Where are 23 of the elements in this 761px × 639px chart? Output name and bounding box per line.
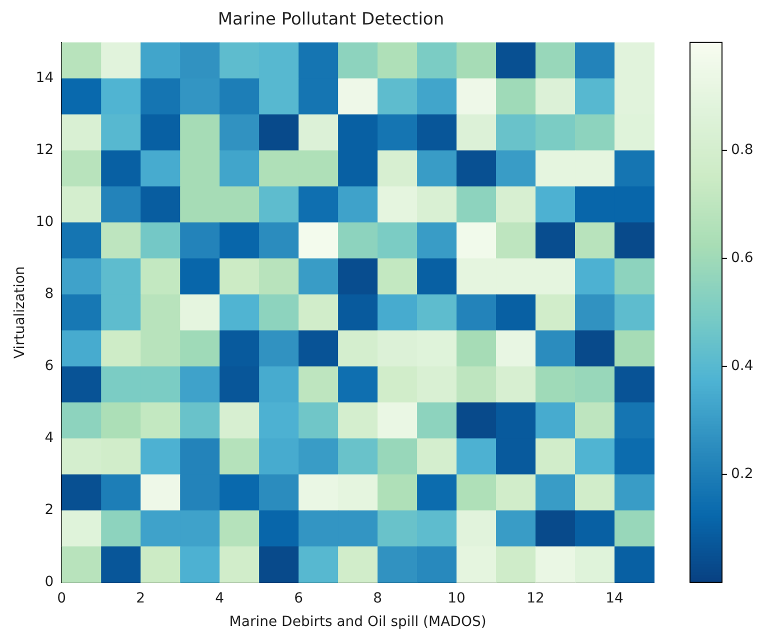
- color-bar-label: 0.4: [731, 358, 754, 374]
- color-bar-label: 0.6: [731, 250, 754, 266]
- x-axis-title: Marine Debirts and Oil spill (MADOS): [229, 614, 486, 630]
- y-tick-label: 12: [36, 142, 54, 158]
- x-tick-label: 2: [136, 590, 146, 606]
- y-tick-label: 4: [44, 430, 54, 446]
- x-tick-label: 12: [526, 590, 544, 606]
- x-tick-label: 14: [606, 590, 624, 606]
- x-tick-label: 4: [215, 590, 224, 606]
- x-tick-label: 6: [294, 590, 304, 606]
- color-bar-label: 0.2: [731, 466, 754, 482]
- x-tick-label: 10: [448, 590, 466, 606]
- y-tick-label: 0: [44, 574, 54, 590]
- y-tick-label: 2: [44, 502, 54, 518]
- y-tick-label: 8: [44, 286, 54, 302]
- y-axis-title: Virtualization: [12, 266, 28, 359]
- x-tick-label: 0: [57, 590, 66, 606]
- y-tick-label: 6: [44, 358, 54, 374]
- y-tick-label: 10: [36, 214, 54, 230]
- color-bar-label: 0.8: [731, 142, 754, 158]
- chart-title: Marine Pollutant Detection: [218, 10, 444, 30]
- x-tick-label: 8: [373, 590, 382, 606]
- y-tick-label: 14: [36, 70, 54, 86]
